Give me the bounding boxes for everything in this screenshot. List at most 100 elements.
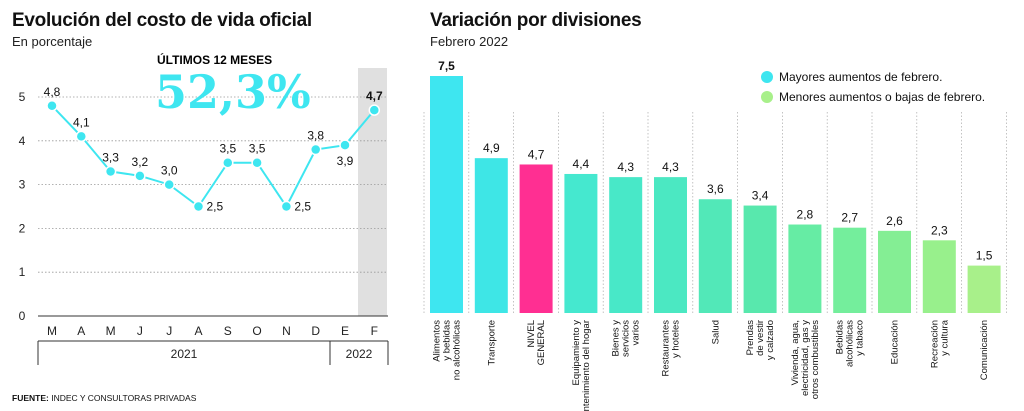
y-tick-label: 4 (19, 134, 26, 148)
series-line (51, 105, 376, 209)
bar-category-label: Comunicación (979, 320, 990, 380)
category-line: alcohólicas (845, 320, 856, 367)
data-point (251, 156, 263, 169)
legend-label-low: Menores aumentos o bajas de febrero. (779, 90, 985, 104)
bar-value-label: 3,4 (752, 189, 769, 203)
bar (878, 230, 911, 313)
bar (474, 158, 508, 313)
legend-swatch-low (761, 91, 773, 103)
category-line: GENERAL (536, 320, 547, 365)
category-line: NIVEL (526, 320, 537, 347)
x-tick-label: A (194, 324, 202, 338)
bar-value-label: 3,6 (707, 182, 724, 196)
y-tick-label: 5 (19, 90, 26, 104)
x-tick-label: J (166, 324, 172, 338)
data-point (104, 165, 117, 178)
bar-category-label: Recreación y cultura (929, 319, 950, 368)
year-2021-label: 2021 (171, 347, 198, 361)
bar-value-label: 4,4 (573, 157, 590, 171)
source-text: INDEC Y CONSULTORAS PRIVADAS (48, 393, 197, 403)
category-line: Comunicación (979, 320, 990, 380)
data-point (368, 104, 381, 116)
annual-inflation-value: 52,3% (155, 65, 311, 119)
data-point (339, 139, 351, 151)
category-line: y tabaco (855, 320, 866, 356)
bar-category-label: Educación (890, 320, 901, 364)
y-tick-label: 0 (19, 309, 26, 323)
point-value-label: 3,2 (132, 155, 149, 169)
point-value-label: 2,5 (207, 200, 224, 214)
category-line: Restaurantes (661, 320, 672, 377)
bar (564, 173, 598, 313)
bar (788, 224, 822, 313)
category-line: Equipamiento y (571, 320, 582, 386)
y-tick-labels: 0 1 2 3 4 5 (19, 90, 26, 323)
category-line: no alcohólicas (452, 320, 463, 380)
x-tick-label: D (311, 324, 320, 338)
year-2022-label: 2022 (346, 347, 373, 361)
category-line: de vestir (755, 320, 766, 356)
bar-category-label: Bebidas alcohólicas y tabaco (835, 320, 866, 367)
bar-category-label: Alimentos y bebidas no alcohólicas (432, 320, 463, 380)
category-line: y calzado (765, 320, 776, 360)
category-line: Vivienda, agua, (790, 320, 801, 385)
point-value-label: 3,5 (219, 142, 236, 156)
bar-value-label: 2,7 (841, 211, 858, 225)
bar-category-label: Salud (710, 320, 721, 344)
point-value-label: 4,7 (366, 89, 383, 103)
bar-value-label: 4,7 (528, 147, 545, 161)
point-value-label: 3,9 (337, 154, 354, 168)
bar-category-label: Equipamiento y mantenimiento del hogar (571, 320, 592, 411)
bar-category-label: Prendas de vestir y calzado (745, 320, 776, 360)
data-point (46, 100, 58, 112)
bar-value-label: 4,9 (483, 141, 500, 155)
point-value-label: 4,8 (44, 85, 61, 99)
bar (654, 177, 687, 313)
source-note: FUENTE: INDEC Y CONSULTORAS PRIVADAS (12, 393, 196, 403)
x-tick-label: O (252, 324, 261, 338)
bar-value-label: 2,8 (797, 208, 814, 222)
category-line: varios (631, 320, 642, 346)
legend-swatch-high (761, 71, 773, 83)
x-tick-label: M (106, 324, 116, 338)
point-value-label: 3,8 (307, 129, 324, 143)
bars (430, 76, 1001, 313)
bar-chart-title: Variación por divisiones (430, 10, 642, 31)
category-line: otros combustibles (810, 320, 821, 399)
bar-category-label: Bienes y servicios varios (611, 320, 642, 357)
data-point (280, 200, 293, 213)
bar-category-label: Vivienda, agua, electricidad, gas y otros … (790, 320, 821, 399)
kicker-label: ÚLTIMOS 12 MESES (157, 52, 272, 67)
bar-value-labels: 7,5 4,9 4,7 4,4 4,3 4,3 3,6 3,4 2,8 2,7 2,6 2,3 1,5 (438, 59, 993, 263)
data-point (222, 156, 234, 169)
line-points (46, 100, 381, 213)
category-line: Transporte (486, 320, 497, 366)
bar (519, 164, 553, 313)
x-tick-label: F (371, 324, 378, 338)
bar-value-label: 2,6 (886, 214, 903, 228)
bar (430, 76, 463, 313)
x-tick-label: S (224, 324, 232, 338)
point-value-label: 4,1 (73, 115, 90, 129)
bar-value-label: 1,5 (976, 249, 993, 263)
point-value-label: 2,5 (294, 200, 311, 214)
category-line: y cultura (939, 319, 950, 356)
data-point (192, 200, 205, 213)
bar-category-label: Transporte (486, 320, 497, 366)
line-chart-subtitle: En porcentaje (12, 34, 93, 49)
x-tick-label: M (47, 324, 57, 338)
point-value-label: 3,5 (249, 142, 266, 156)
bar (833, 227, 867, 313)
x-tick-label: N (282, 324, 291, 338)
bar-value-label: 4,3 (662, 160, 679, 174)
x-tick-label: A (77, 324, 85, 338)
x-tick-label: J (137, 324, 143, 338)
y-tick-label: 3 (19, 178, 26, 192)
line-chart-title: Evolución del costo de vida oficial (12, 10, 312, 31)
category-line: Educación (890, 320, 901, 364)
bar-value-label: 7,5 (438, 59, 455, 73)
legend-label-high: Mayores aumentos de febrero. (779, 70, 942, 84)
bar (922, 240, 956, 313)
